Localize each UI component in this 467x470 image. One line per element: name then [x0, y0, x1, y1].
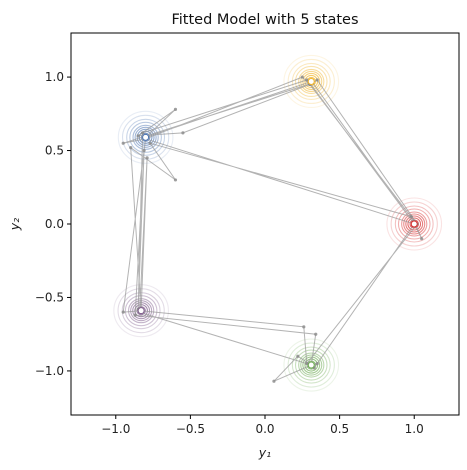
- state-3-contour: [397, 208, 431, 240]
- state-contours: [113, 54, 443, 392]
- state-4-contour: [124, 295, 158, 327]
- trajectory-point: [121, 310, 125, 314]
- trajectory-point: [300, 75, 304, 79]
- trajectory-point: [314, 332, 318, 336]
- trajectory-point: [121, 141, 125, 145]
- state-3-contour: [386, 197, 443, 251]
- state-5-contour: [298, 352, 325, 378]
- state-5-contour: [300, 354, 323, 376]
- state-1-center: [307, 77, 315, 85]
- state-3-contour: [407, 217, 422, 231]
- state-1-contour: [294, 65, 328, 98]
- state-5-contour: [302, 356, 321, 374]
- trajectory-point: [136, 134, 140, 138]
- y-axis-ticks: −1.0 −0.5 0.0 0.5 1.0: [35, 70, 71, 378]
- state-3-contour: [394, 205, 434, 243]
- trajectory-point: [141, 131, 145, 135]
- state-2-contour: [117, 110, 174, 164]
- state-2-center: [142, 133, 150, 141]
- state-3-contour: [401, 211, 428, 237]
- trajectory-point: [315, 361, 319, 366]
- y-tick-label: −0.5: [35, 290, 64, 304]
- y-tick-label: 0.5: [45, 144, 64, 158]
- trajectory-point: [145, 156, 149, 160]
- plot-area: [71, 33, 459, 415]
- state-2-contour: [121, 114, 170, 160]
- trajectory-point: [133, 313, 137, 317]
- trajectory-point: [302, 325, 306, 329]
- chart-title: Fitted Model with 5 states: [171, 12, 358, 28]
- y-tick-label: 1.0: [45, 70, 64, 84]
- trajectory-point: [409, 215, 413, 219]
- state-3-contour: [405, 215, 424, 233]
- state-2-contour: [129, 121, 162, 153]
- y-tick-label: −1.0: [35, 364, 64, 378]
- state-3-center: [410, 220, 418, 228]
- state-5-contour: [283, 338, 340, 392]
- state-5-contour: [294, 349, 328, 381]
- trajectory-point: [129, 146, 133, 150]
- state-2-contour: [136, 128, 155, 146]
- state-5-contour: [291, 346, 331, 384]
- x-tick-label: −1.0: [101, 422, 130, 436]
- trajectory-point: [315, 78, 319, 82]
- state-3-contour: [390, 201, 438, 247]
- trajectory-point: [181, 131, 185, 135]
- state-3-contour: [403, 213, 426, 235]
- x-axis-label: y₁: [258, 445, 271, 460]
- trajectory-point: [148, 141, 152, 145]
- y-tick-label: 0.0: [45, 217, 64, 231]
- state-1-contour: [298, 68, 325, 95]
- state-4-center: [137, 307, 145, 315]
- trajectory-point: [272, 379, 276, 383]
- trajectory-point: [420, 237, 424, 241]
- x-tick-label: 0.0: [255, 422, 274, 436]
- trajectory-point: [296, 354, 300, 358]
- state-1-contour: [283, 54, 340, 109]
- state-1-contour: [287, 58, 335, 105]
- state-centers: [137, 77, 418, 369]
- y-axis-label: y₂: [7, 218, 22, 231]
- trajectory-point: [142, 148, 146, 153]
- state-2-contour: [126, 118, 166, 156]
- x-tick-label: −0.5: [176, 422, 205, 436]
- state-5-center: [307, 361, 315, 369]
- state-2-contour: [134, 126, 157, 148]
- x-tick-label: 0.5: [330, 422, 349, 436]
- x-axis-ticks: −1.0 −0.5 0.0 0.5 1.0: [101, 415, 424, 436]
- state-4-contour: [121, 292, 161, 330]
- trajectory-point: [305, 78, 309, 82]
- trajectory-point: [173, 178, 178, 182]
- state-2-contour: [138, 130, 153, 144]
- state-2-contour: [132, 124, 159, 150]
- state-5-contour: [287, 342, 335, 388]
- x-tick-label: 1.0: [405, 422, 424, 436]
- trajectory-point: [173, 107, 178, 111]
- trajectory-point: [305, 361, 309, 366]
